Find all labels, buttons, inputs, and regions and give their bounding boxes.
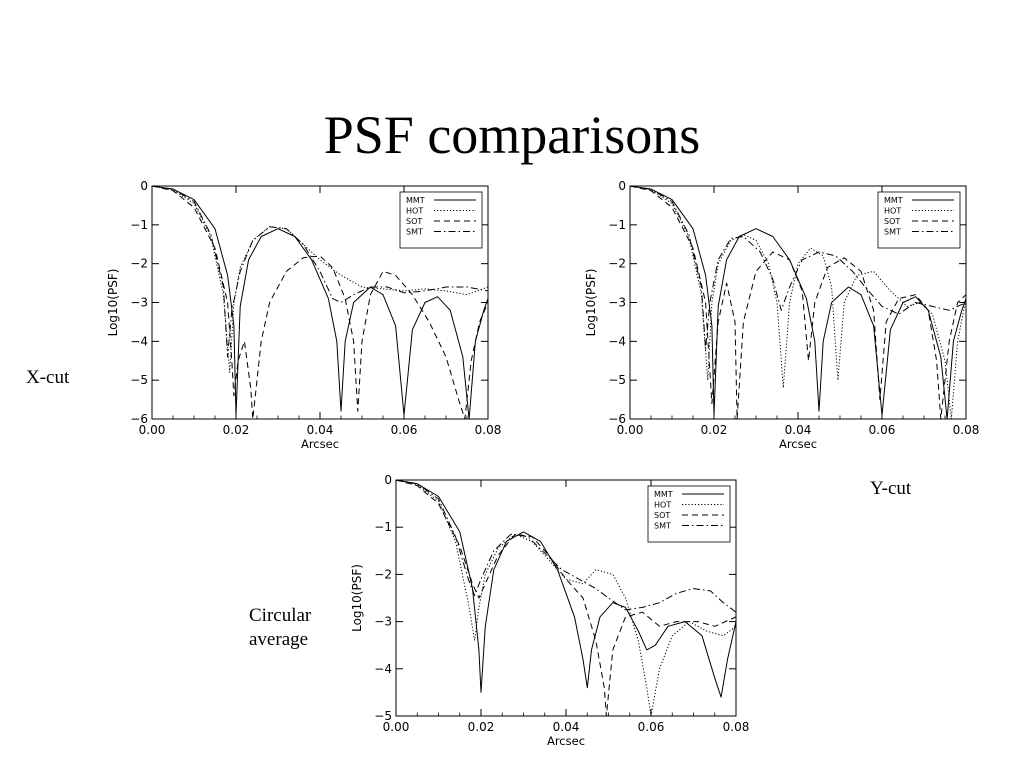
y-tick-label: −1 [608, 218, 626, 232]
circular-average-chart: 0.00 0.02 0.04 0.06 0.08 0 −1 −2 −3 −4 −5 Arcsec Log… [350, 473, 750, 748]
y-tick-label: −3 [608, 296, 626, 310]
legend-label-smt: SMT [884, 228, 901, 237]
series-line-sot [630, 186, 966, 419]
legend-label-smt: SMT [654, 522, 671, 531]
x-tick-label: 0.08 [723, 720, 750, 734]
x-axis-label: Arcsec [301, 437, 339, 451]
legend-label-hot: HOT [654, 501, 671, 510]
y-tick-label: −6 [130, 412, 148, 426]
y-cut-label: Y-cut [870, 478, 912, 499]
series-line-sot [152, 186, 488, 419]
legend-label-sot: SOT [654, 511, 670, 520]
series-line-mmt [396, 480, 736, 698]
x-cut-chart: 0.00 0.02 0.04 0.06 0.08 0 −1 −2 −3 −4 −5 −6 Arcsec L… [106, 179, 502, 451]
y-tick-label: −5 [608, 373, 626, 387]
legend-label-mmt: MMT [654, 490, 673, 499]
y-tick-label: −3 [130, 296, 148, 310]
x-axis-label: Arcsec [547, 734, 585, 748]
legend-box [647, 485, 731, 543]
series-line-smt [396, 480, 736, 613]
y-axis-label: Log10(PSF) [106, 269, 120, 337]
y-cut-chart: 0.00 0.02 0.04 0.06 0.08 0 −1 −2 −3 −4 −5 −6 Arcsec L… [584, 179, 980, 451]
series-line-hot [396, 480, 736, 716]
y-tick-label: −5 [130, 373, 148, 387]
series-line-smt [152, 186, 488, 358]
x-tick-label: 0.06 [869, 423, 896, 437]
x-axis-label: Arcsec [779, 437, 817, 451]
x-tick-label: 0.06 [391, 423, 418, 437]
x-tick-label: 0.02 [468, 720, 495, 734]
x-tick-label: 0.04 [307, 423, 334, 437]
y-tick-label: 0 [384, 473, 392, 487]
x-tick-label: 0.02 [701, 423, 728, 437]
y-tick-label: −3 [374, 615, 392, 629]
series-line-hot [630, 186, 966, 419]
legend-label-mmt: MMT [884, 196, 903, 205]
circular-average-label: Circular average [249, 604, 339, 652]
y-tick-label: −2 [374, 567, 392, 581]
y-tick-label: −4 [374, 662, 392, 676]
y-tick-label: 0 [140, 179, 148, 193]
legend-label-mmt: MMT [406, 196, 425, 205]
slide-title: PSF comparisons [323, 105, 701, 165]
y-axis-label: Log10(PSF) [350, 564, 364, 632]
y-tick-label: −2 [608, 257, 626, 271]
x-tick-label: 0.00 [617, 423, 644, 437]
x-tick-label: 0.00 [383, 720, 410, 734]
x-cut-label: X-cut [26, 367, 70, 388]
legend-label-hot: HOT [406, 207, 423, 216]
series-line-mmt [152, 186, 488, 419]
x-tick-label: 0.04 [553, 720, 580, 734]
legend-label-sot: SOT [406, 217, 422, 226]
x-tick-label: 0.04 [785, 423, 812, 437]
y-tick-label: −1 [130, 218, 148, 232]
x-tick-label: 0.00 [139, 423, 166, 437]
legend-box [877, 191, 961, 249]
x-tick-label: 0.06 [638, 720, 665, 734]
circular-average-label-line-1: Circular [249, 605, 312, 626]
y-tick-label: −6 [608, 412, 626, 426]
series-line-hot [152, 186, 488, 373]
series-line-sot [396, 480, 736, 716]
legend-label-hot: HOT [884, 207, 901, 216]
legend-box [399, 191, 483, 249]
circular-average-label-line-2: average [249, 629, 309, 650]
x-tick-label: 0.02 [223, 423, 250, 437]
y-tick-label: −1 [374, 520, 392, 534]
y-tick-label: −4 [130, 334, 148, 348]
legend-label-smt: SMT [406, 228, 423, 237]
x-tick-label: 0.08 [953, 423, 980, 437]
y-tick-label: −4 [608, 334, 626, 348]
y-axis-label: Log10(PSF) [584, 269, 598, 337]
x-tick-label: 0.08 [475, 423, 502, 437]
legend-label-sot: SOT [884, 217, 900, 226]
series-line-smt [630, 186, 966, 350]
y-tick-label: 0 [618, 179, 626, 193]
y-tick-label: −2 [130, 257, 148, 271]
y-tick-label: −5 [374, 709, 392, 723]
